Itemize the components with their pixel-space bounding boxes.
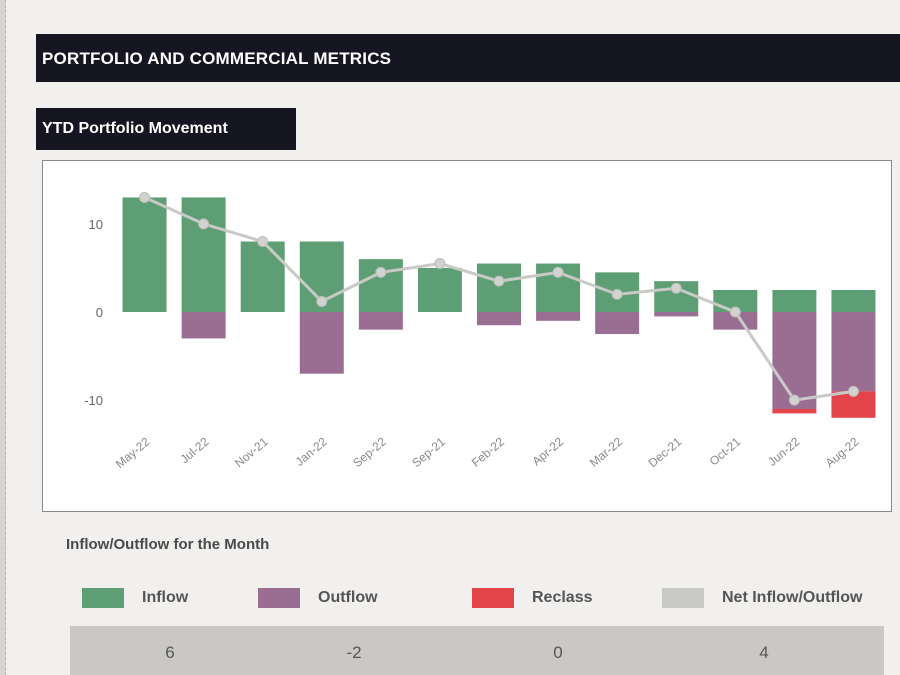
x-tick-label: May-22 [113, 434, 153, 471]
outflow-bar [299, 312, 344, 374]
month-caption: Inflow/Outflow for the Month [66, 536, 270, 553]
outflow-swatch [258, 588, 300, 608]
net-point [257, 236, 269, 248]
outflow-bar [536, 312, 581, 321]
section-title: PORTFOLIO AND COMMERCIAL METRICS [42, 49, 392, 68]
net-point [434, 258, 446, 270]
x-tick-label: Nov-21 [232, 434, 271, 470]
net-point [611, 288, 623, 300]
inflow-value: 6 [165, 643, 175, 662]
outflow-bar [358, 312, 403, 330]
portfolio-movement-chart[interactable]: 10 0 -10 May-22 Jul-22 Nov-21 Jan-22 Sep-22 Sep-… [42, 160, 892, 512]
legend-outflow[interactable]: Outflow [258, 586, 378, 610]
x-tick-label: Dec-21 [646, 434, 685, 470]
x-tick-label: Oct-21 [707, 434, 744, 468]
net-point [670, 282, 682, 294]
x-tick-label: Apr-22 [529, 434, 566, 468]
net-point [139, 191, 151, 203]
reclass-bar [772, 408, 817, 414]
outflow-value: -2 [346, 643, 362, 662]
y-tick-label: 10 [89, 217, 103, 232]
x-tick-label: Jan-22 [293, 434, 330, 469]
legend-net-label: Net Inflow/Outflow [722, 589, 863, 606]
outflow-bar [654, 312, 699, 317]
reclass-swatch [472, 588, 514, 608]
inflow-bar [122, 197, 167, 313]
net-point [493, 275, 505, 287]
inflow-swatch [82, 588, 124, 608]
subsection-header: YTD Portfolio Movement [36, 108, 296, 150]
net-point [788, 394, 800, 406]
inflow-bar [477, 263, 521, 313]
net-point [198, 218, 210, 230]
x-tick-label: Mar-22 [587, 434, 625, 469]
x-tick-label: Jun-22 [765, 434, 802, 469]
outflow-bar [831, 312, 876, 392]
month-values-row: 6 -2 0 4 [70, 626, 884, 675]
inflow-bar [417, 267, 462, 313]
subsection-title: YTD Portfolio Movement [42, 120, 228, 137]
inflow-bar [831, 289, 876, 313]
net-point [375, 266, 387, 278]
legend-outflow-label: Outflow [318, 589, 378, 606]
x-tick-label: Jul-22 [178, 434, 212, 466]
legend-inflow[interactable]: Inflow [82, 586, 188, 610]
outflow-bar [772, 312, 817, 409]
x-tick-label: Aug-22 [823, 434, 862, 470]
outflow-bar [713, 312, 758, 330]
x-tick-label: Sep-21 [409, 434, 448, 470]
net-point [847, 385, 859, 397]
legend-reclass-label: Reclass [532, 589, 593, 606]
net-point [552, 266, 564, 278]
x-tick-label: Sep-22 [350, 434, 389, 470]
x-tick-label: Feb-22 [469, 434, 507, 469]
chart-svg: 10 0 -10 May-22 Jul-22 Nov-21 Jan-22 Sep-22 Sep-… [84, 191, 876, 471]
legend-inflow-label: Inflow [142, 589, 189, 606]
net-swatch [662, 588, 704, 608]
net-point [729, 306, 741, 318]
window-left-edge [0, 0, 6, 675]
y-tick-label: 0 [96, 305, 103, 320]
net-point [316, 295, 328, 307]
outflow-bar [181, 312, 226, 339]
section-header: PORTFOLIO AND COMMERCIAL METRICS [36, 34, 900, 82]
inflow-bar [772, 289, 817, 313]
legend-reclass[interactable]: Reclass [472, 586, 593, 610]
y-tick-label: -10 [84, 393, 103, 408]
inflow-bar [240, 241, 285, 313]
net-value: 4 [759, 643, 769, 662]
inflow-bar [181, 197, 226, 313]
outflow-bar [595, 312, 640, 335]
reclass-value: 0 [553, 643, 563, 662]
outflow-bar [477, 312, 521, 326]
legend-net[interactable]: Net Inflow/Outflow [662, 586, 862, 610]
